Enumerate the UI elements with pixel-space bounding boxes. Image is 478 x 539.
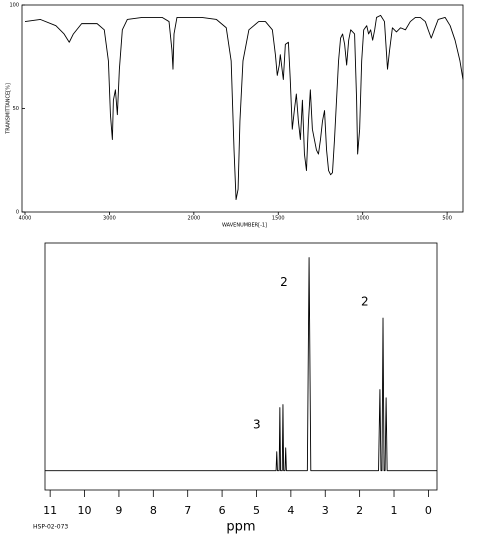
integration-label: 3 bbox=[253, 418, 261, 432]
x-axis-label: WAVENUMBER[-1] bbox=[222, 223, 267, 229]
y-tick-label: 100 bbox=[9, 3, 19, 9]
plot-frame bbox=[21, 4, 464, 213]
x-tick-label: 9 bbox=[115, 504, 122, 517]
x-tick-label: 2000 bbox=[187, 216, 200, 222]
x-tick-label: 6 bbox=[219, 504, 226, 517]
x-tick-label: 10 bbox=[78, 504, 92, 517]
y-tick-label: 0 bbox=[16, 210, 19, 216]
x-tick-label: 4000 bbox=[19, 216, 32, 222]
x-tick-label: 11 bbox=[43, 504, 57, 517]
x-tick-label: 8 bbox=[150, 504, 157, 517]
ir-spectrum: 4000 3000 2000 1500 1000 500 WAVENUMBER[-1] 0 50… bbox=[6, 3, 464, 229]
x-tick-label: 3000 bbox=[103, 216, 116, 222]
spectrum-line bbox=[45, 257, 437, 472]
x-tick-label: 3 bbox=[322, 504, 329, 517]
x-tick-label: 1 bbox=[391, 504, 398, 517]
x-tick-label: 7 bbox=[184, 504, 191, 517]
spectrum-line bbox=[24, 14, 464, 201]
x-tick-label: 1500 bbox=[272, 216, 285, 222]
y-axis-label: TRANSMITTANCE[%] bbox=[6, 83, 12, 135]
x-tick-label: 2 bbox=[356, 504, 363, 517]
integration-label: 2 bbox=[280, 275, 288, 289]
footer: HSP-02-073 bbox=[33, 524, 68, 531]
y-tick-label: 50 bbox=[13, 106, 19, 112]
integration-label: 2 bbox=[361, 295, 369, 309]
x-tick-label: 500 bbox=[442, 216, 452, 222]
x-tick-label: 5 bbox=[253, 504, 260, 517]
plot-frame bbox=[44, 242, 438, 491]
x-tick-label: 0 bbox=[425, 504, 432, 517]
x-tick-label: 1000 bbox=[356, 216, 369, 222]
x-tick-label: 4 bbox=[287, 504, 294, 517]
x-axis-label: ppm bbox=[226, 520, 255, 535]
